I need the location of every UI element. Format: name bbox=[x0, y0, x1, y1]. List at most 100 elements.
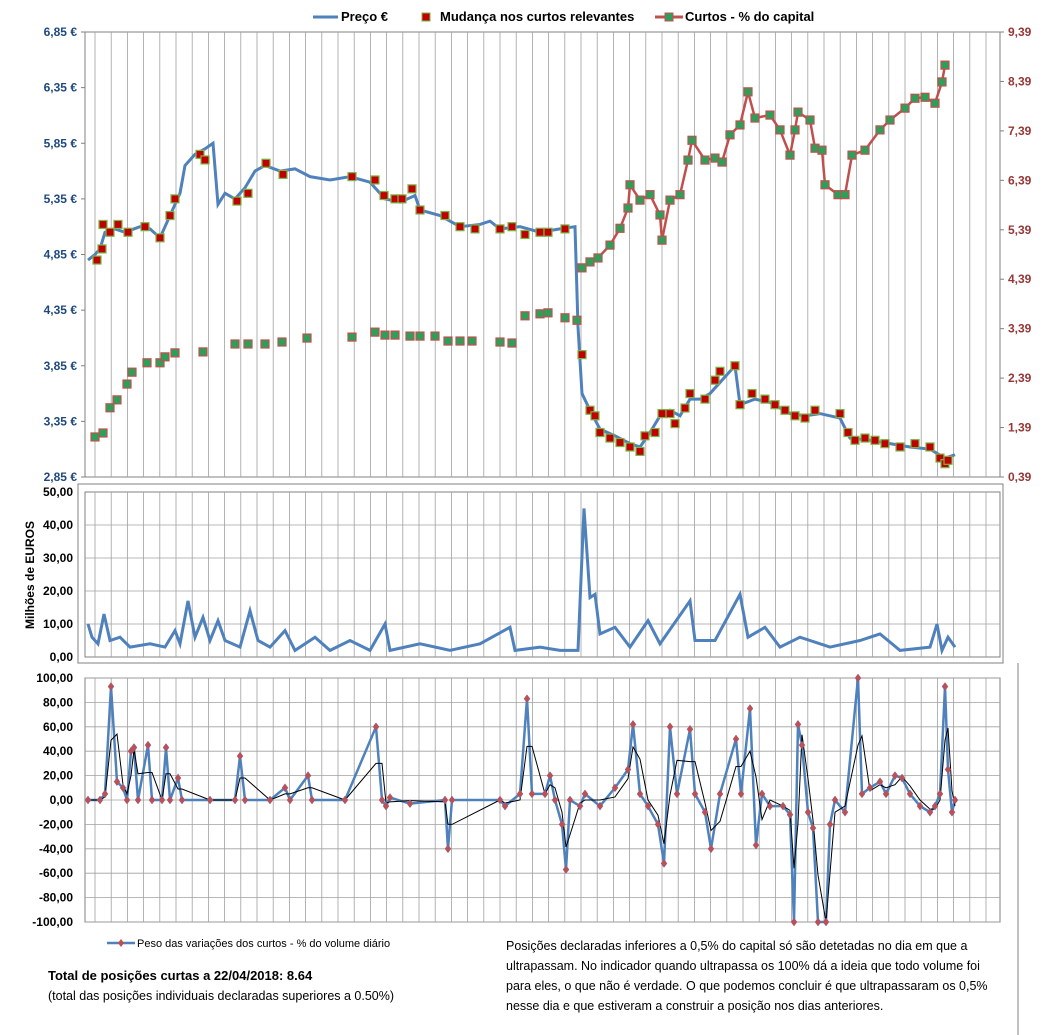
short-percent-marker bbox=[572, 315, 582, 325]
weight-diamond-marker bbox=[178, 795, 186, 805]
weight-diamond-marker bbox=[809, 823, 817, 833]
short-percent-marker bbox=[635, 195, 645, 205]
weight-diamond-marker bbox=[304, 771, 312, 781]
short-percent-marker bbox=[645, 190, 655, 200]
short-percent-marker bbox=[405, 331, 415, 341]
weight-diamond-marker bbox=[691, 789, 699, 799]
weight-diamond-marker bbox=[644, 801, 652, 811]
short-percent-marker bbox=[725, 130, 735, 140]
short-change-marker bbox=[650, 427, 660, 438]
right-axis-tick-label: 1,39 bbox=[1008, 421, 1032, 435]
short-change-marker bbox=[170, 194, 180, 204]
short-percent-marker bbox=[930, 98, 940, 108]
short-percent-marker bbox=[623, 203, 633, 213]
weight-diamond-marker bbox=[666, 722, 674, 732]
weight-diamond-marker bbox=[236, 751, 244, 761]
short-change-marker bbox=[140, 222, 150, 232]
weight-diamond-marker bbox=[737, 789, 745, 799]
weight-diamond-marker bbox=[382, 801, 390, 811]
short-percent-marker bbox=[543, 308, 553, 318]
short-percent-marker bbox=[625, 180, 635, 190]
weight-diamond-marker bbox=[798, 740, 806, 750]
short-percent-marker bbox=[577, 263, 587, 273]
right-axis-tick-label: 9,39 bbox=[1008, 25, 1032, 39]
short-percent-marker bbox=[535, 309, 545, 319]
weight-diamond-marker bbox=[231, 795, 239, 805]
weight-diamond-marker bbox=[673, 789, 681, 799]
weight-diamond-marker bbox=[826, 819, 834, 829]
short-change-marker bbox=[92, 255, 102, 265]
short-percent-marker bbox=[717, 157, 727, 167]
short-percent-marker bbox=[170, 348, 180, 358]
left-axis-tick-label: 4,85 € bbox=[44, 248, 78, 262]
explanatory-note: Posições declaradas inferiores a 0,5% do… bbox=[506, 939, 988, 1013]
weight-diamond-marker bbox=[779, 801, 787, 811]
legend-price-label: Preço € bbox=[341, 9, 388, 24]
short-percent-marker bbox=[683, 155, 693, 165]
short-percent-marker bbox=[390, 330, 400, 340]
short-percent-marker bbox=[860, 145, 870, 155]
short-change-marker bbox=[407, 184, 417, 194]
weight-axis-tick-label: 80,00 bbox=[43, 695, 73, 709]
short-change-marker bbox=[155, 233, 165, 243]
legend-short-marker-swatch bbox=[664, 12, 674, 22]
short-percent-marker bbox=[160, 352, 170, 362]
volume-chart-border bbox=[77, 483, 1004, 664]
weight-diamond-marker bbox=[831, 795, 839, 805]
weight-diamond-marker bbox=[786, 810, 794, 820]
legend-short-label: Curtos - % do capital bbox=[685, 9, 814, 24]
weight-diamond-marker bbox=[528, 789, 536, 799]
weight-diamond-marker bbox=[546, 771, 554, 781]
short-percent-marker bbox=[155, 358, 165, 368]
short-percent-marker bbox=[430, 331, 440, 341]
short-percent-marker bbox=[743, 87, 753, 97]
short-change-marker bbox=[113, 219, 123, 230]
short-percent-marker bbox=[885, 115, 895, 125]
weight-diamond-marker bbox=[113, 777, 121, 787]
short-change-marker bbox=[895, 442, 905, 452]
weight-diamond-marker bbox=[624, 765, 632, 774]
weight-diamond-marker bbox=[858, 789, 866, 799]
short-change-marker bbox=[615, 437, 625, 448]
volume-axis-tick-label: 10,00 bbox=[43, 617, 73, 631]
short-change-marker bbox=[590, 411, 600, 421]
short-change-marker bbox=[123, 227, 133, 237]
short-percent-marker bbox=[198, 347, 208, 357]
short-percent-marker bbox=[122, 379, 132, 389]
short-percent-marker bbox=[785, 150, 795, 160]
short-percent-marker bbox=[455, 336, 465, 346]
volume-axis-title: Milhões de EUROS bbox=[23, 521, 37, 629]
short-change-marker bbox=[261, 158, 271, 168]
short-change-marker bbox=[835, 408, 845, 419]
weight-diamond-marker bbox=[944, 765, 952, 774]
volume-chart-plot-area bbox=[84, 491, 1001, 658]
volume-axis-tick-label: 20,00 bbox=[43, 584, 73, 598]
weight-diamond-marker bbox=[166, 795, 174, 805]
weight-diamond-marker bbox=[144, 740, 152, 750]
short-percent-marker bbox=[302, 333, 312, 343]
volume-line bbox=[86, 508, 957, 656]
short-change-marker bbox=[925, 442, 935, 452]
weight-diamond-marker bbox=[804, 807, 812, 817]
weight-diamond-marker bbox=[551, 795, 559, 805]
short-percent-marker bbox=[700, 155, 710, 165]
short-change-marker bbox=[640, 431, 650, 441]
short-change-marker bbox=[440, 210, 450, 221]
short-percent-marker bbox=[443, 336, 453, 346]
short-change-marker bbox=[810, 405, 820, 415]
short-percent-marker bbox=[675, 190, 685, 200]
weight-diamond-marker bbox=[566, 795, 574, 805]
volume-axis-tick-label: 30,00 bbox=[43, 551, 73, 565]
legend-weight-diamond bbox=[118, 939, 124, 947]
weight-diamond-marker bbox=[854, 673, 862, 683]
short-change-marker bbox=[760, 394, 770, 404]
short-change-marker bbox=[860, 433, 870, 443]
short-change-marker bbox=[625, 442, 635, 452]
short-change-marker bbox=[243, 188, 253, 198]
short-percent-marker bbox=[805, 115, 815, 125]
weight-diamond-marker bbox=[441, 795, 449, 805]
short-percent-marker bbox=[765, 110, 775, 120]
short-percent-marker bbox=[260, 339, 270, 349]
short-change-marker bbox=[520, 229, 530, 240]
